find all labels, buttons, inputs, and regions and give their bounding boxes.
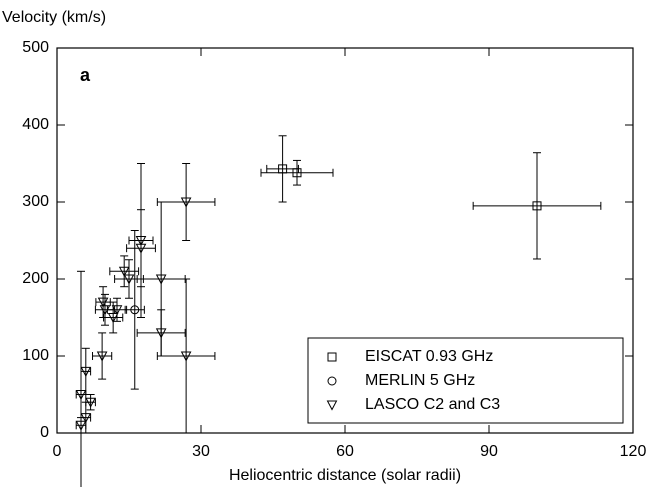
legend-label: EISCAT 0.93 GHz [365,348,493,365]
point [180,351,192,362]
y-tick-label: 300 [22,193,49,210]
point [292,168,302,178]
point [118,266,130,277]
panel-label: a [80,65,91,85]
x-tick-label: 120 [620,443,647,460]
legend-marker [327,376,337,386]
legend-box [307,337,624,424]
point [532,201,542,211]
point [155,274,167,285]
point [80,366,92,377]
point [130,305,140,315]
y-tick-label: 100 [22,347,49,364]
point [155,328,167,339]
point [135,243,147,254]
y-tick-label: 0 [40,424,49,441]
x-tick-label: 30 [192,443,210,460]
point [107,313,119,324]
y-tick-label: 400 [22,116,49,133]
x-tick-label: 90 [480,443,498,460]
y-tick-label: 500 [22,39,49,56]
legend-label: LASCO C2 and C3 [365,396,500,413]
legend-label: MERLIN 5 GHz [365,372,475,389]
x-axis-label: Heliocentric distance (solar radii) [229,467,461,484]
x-tick-label: 0 [53,443,62,460]
point [96,351,108,362]
legend-marker [326,400,338,411]
point [85,397,96,408]
point [123,274,135,285]
x-tick-label: 60 [336,443,354,460]
chart-title: Velocity (km/s) [2,9,106,26]
legend-marker [327,352,337,362]
point [111,305,123,316]
y-tick-label: 200 [22,270,49,287]
point [80,413,92,424]
point [180,197,192,208]
